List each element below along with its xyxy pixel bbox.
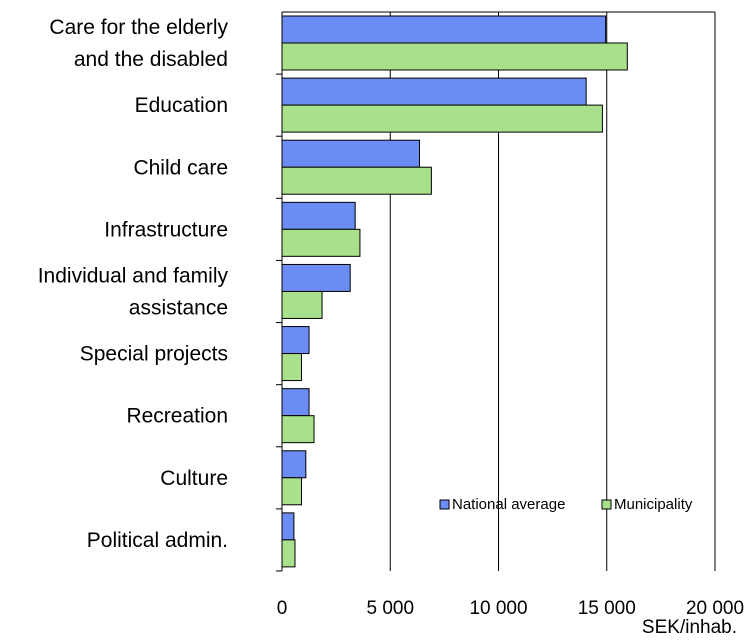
bar-municipality xyxy=(281,104,603,133)
bar-municipality xyxy=(281,415,315,444)
category-label: Individual and family assistance xyxy=(38,265,229,320)
bars xyxy=(281,15,628,568)
legend-label: Municipality xyxy=(614,496,693,513)
legend: National average Municipality xyxy=(439,496,693,513)
x-tick-label: 20 000 xyxy=(686,598,744,619)
x-axis-label: SEK/inhab. xyxy=(642,617,737,637)
bar-national-average xyxy=(281,139,420,168)
legend-label: National average xyxy=(452,496,565,513)
category-label: Special projects xyxy=(80,343,228,366)
category-label: Child care xyxy=(133,156,228,179)
bar-municipality xyxy=(281,477,302,506)
bar-municipality xyxy=(281,42,628,71)
x-tick-labels: 0 5 000 10 000 15 000 20 000 xyxy=(277,598,744,619)
bar-municipality xyxy=(281,166,432,195)
category-labels: Care for the elderly and the disabled Educ… xyxy=(38,16,229,552)
category-label: Political admin. xyxy=(87,529,228,552)
bar-national-average xyxy=(281,15,607,44)
legend-swatch xyxy=(439,499,450,510)
category-label: Recreation xyxy=(126,405,228,428)
bar-national-average xyxy=(281,326,310,355)
legend-swatch xyxy=(601,499,612,510)
bar-municipality xyxy=(281,228,361,257)
bar-national-average xyxy=(281,512,295,541)
x-tick-label: 0 xyxy=(277,598,288,619)
category-label: Culture xyxy=(160,467,228,490)
bar-municipality xyxy=(281,290,323,319)
x-tick-label: 10 000 xyxy=(469,598,527,619)
x-tick-label: 5 000 xyxy=(366,598,414,619)
bar-municipality xyxy=(281,539,296,568)
category-label: Care for the elderly and the disabled xyxy=(49,16,228,71)
category-label: Education xyxy=(135,94,228,117)
bar-municipality xyxy=(281,353,302,382)
bar-national-average xyxy=(281,450,307,479)
x-tick-label: 15 000 xyxy=(578,598,636,619)
bar-national-average xyxy=(281,263,351,292)
axes xyxy=(276,11,715,572)
category-label: Infrastructure xyxy=(104,218,228,241)
bar-national-average xyxy=(281,388,310,417)
bar-national-average xyxy=(281,77,587,106)
bar-national-average xyxy=(281,201,356,230)
